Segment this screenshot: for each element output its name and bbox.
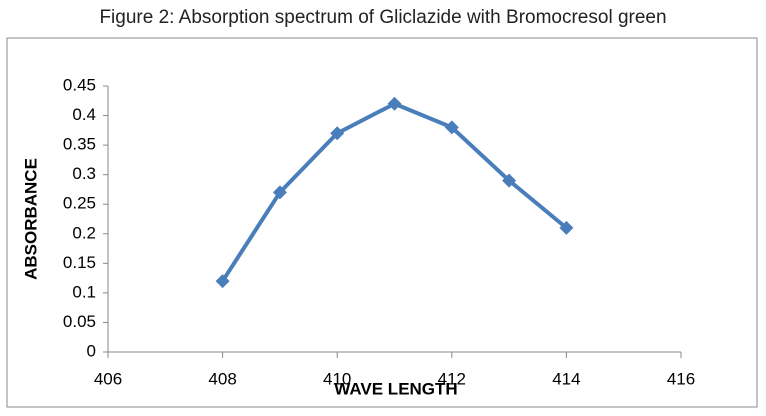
y-tick-label: 0.35 <box>63 135 96 154</box>
x-tick-label: 416 <box>667 369 695 388</box>
x-tick-label: 412 <box>438 369 466 388</box>
y-tick-label: 0.15 <box>63 253 96 272</box>
marker <box>502 173 517 188</box>
marker <box>559 220 574 235</box>
y-tick-label: 0.05 <box>63 312 96 331</box>
y-axis-title: ABSORBANCE <box>21 158 40 280</box>
marker <box>330 126 345 141</box>
marker <box>272 185 287 200</box>
marker <box>387 96 402 111</box>
y-tick-label: 0.3 <box>72 164 96 183</box>
marker <box>215 274 230 289</box>
marker <box>444 120 459 135</box>
chart-frame <box>6 37 758 408</box>
x-tick-label: 406 <box>94 369 122 388</box>
x-axis-title: WAVE LENGTH <box>334 379 457 398</box>
y-tick-label: 0.1 <box>72 282 96 301</box>
y-tick-label: 0.4 <box>72 105 96 124</box>
chart-title: Figure 2: Absorption spectrum of Gliclaz… <box>99 7 666 28</box>
y-tick-label: 0.45 <box>63 75 96 94</box>
x-tick-label: 410 <box>323 369 351 388</box>
x-tick-label: 414 <box>552 369 580 388</box>
y-tick-label: 0 <box>87 341 96 360</box>
y-tick-label: 0.2 <box>72 223 96 242</box>
y-tick-label: 0.25 <box>63 194 96 213</box>
x-tick-label: 408 <box>208 369 236 388</box>
